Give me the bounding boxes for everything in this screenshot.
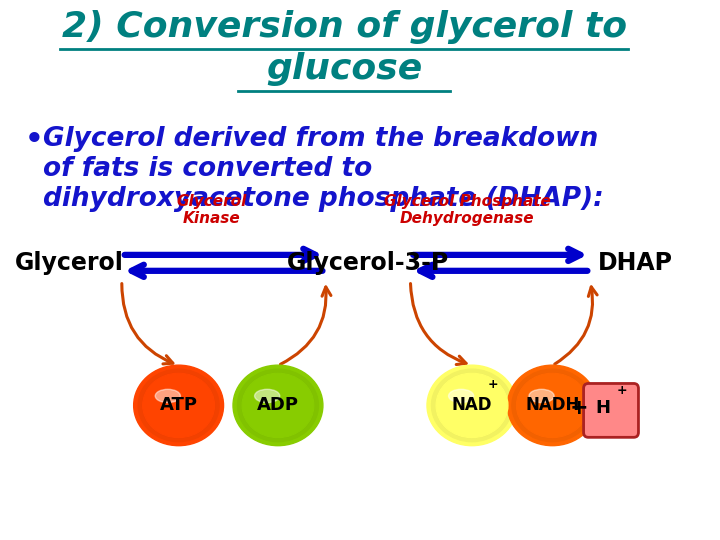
Ellipse shape xyxy=(246,377,310,434)
Ellipse shape xyxy=(445,381,499,429)
Text: ADP: ADP xyxy=(257,396,299,414)
Ellipse shape xyxy=(161,389,197,422)
Text: dihydroxyacetone phosphate (DHAP):: dihydroxyacetone phosphate (DHAP): xyxy=(43,186,604,212)
Ellipse shape xyxy=(526,381,580,429)
Text: +: + xyxy=(570,399,588,418)
Ellipse shape xyxy=(449,385,495,426)
Ellipse shape xyxy=(441,377,503,434)
Ellipse shape xyxy=(260,389,296,422)
Ellipse shape xyxy=(156,385,201,426)
Text: •: • xyxy=(24,126,43,154)
Ellipse shape xyxy=(454,389,490,422)
Ellipse shape xyxy=(238,369,318,442)
Ellipse shape xyxy=(516,373,588,437)
Ellipse shape xyxy=(436,373,508,437)
Ellipse shape xyxy=(255,389,280,403)
Ellipse shape xyxy=(521,377,584,434)
Ellipse shape xyxy=(242,373,314,437)
Ellipse shape xyxy=(138,369,219,442)
Ellipse shape xyxy=(516,373,588,437)
Text: 2) Conversion of glycerol to: 2) Conversion of glycerol to xyxy=(62,10,626,44)
Text: Glycerol-3-P: Glycerol-3-P xyxy=(287,251,449,275)
Text: Glycerol Phosphate
Dehydrogenase: Glycerol Phosphate Dehydrogenase xyxy=(384,193,551,226)
Ellipse shape xyxy=(251,381,305,429)
Ellipse shape xyxy=(134,365,223,446)
Ellipse shape xyxy=(534,389,570,422)
Text: +: + xyxy=(617,384,627,397)
Text: Glycerol derived from the breakdown: Glycerol derived from the breakdown xyxy=(43,126,598,152)
Ellipse shape xyxy=(233,365,323,446)
Text: NAD: NAD xyxy=(451,396,492,414)
Text: +: + xyxy=(488,378,499,391)
Text: of fats is converted to: of fats is converted to xyxy=(43,156,372,182)
Ellipse shape xyxy=(256,385,300,426)
Ellipse shape xyxy=(427,365,517,446)
Text: glucose: glucose xyxy=(266,52,423,86)
Ellipse shape xyxy=(508,365,598,446)
Ellipse shape xyxy=(512,369,593,442)
Ellipse shape xyxy=(264,393,292,417)
Ellipse shape xyxy=(431,369,513,442)
Ellipse shape xyxy=(147,377,210,434)
Ellipse shape xyxy=(530,385,575,426)
Ellipse shape xyxy=(459,393,485,417)
Ellipse shape xyxy=(242,373,314,437)
Text: Glycerol: Glycerol xyxy=(15,251,125,275)
Text: NADH: NADH xyxy=(525,396,580,414)
Ellipse shape xyxy=(449,389,474,403)
Text: DHAP: DHAP xyxy=(598,251,673,275)
Text: H: H xyxy=(595,400,610,417)
FancyBboxPatch shape xyxy=(584,383,639,437)
Ellipse shape xyxy=(436,373,508,437)
Text: Glycerol
Kinase: Glycerol Kinase xyxy=(176,193,247,226)
Ellipse shape xyxy=(165,393,192,417)
Text: ATP: ATP xyxy=(160,396,197,414)
Ellipse shape xyxy=(143,373,215,437)
Ellipse shape xyxy=(156,389,181,403)
Ellipse shape xyxy=(539,393,566,417)
Ellipse shape xyxy=(529,389,554,403)
Ellipse shape xyxy=(152,381,206,429)
Ellipse shape xyxy=(143,373,215,437)
